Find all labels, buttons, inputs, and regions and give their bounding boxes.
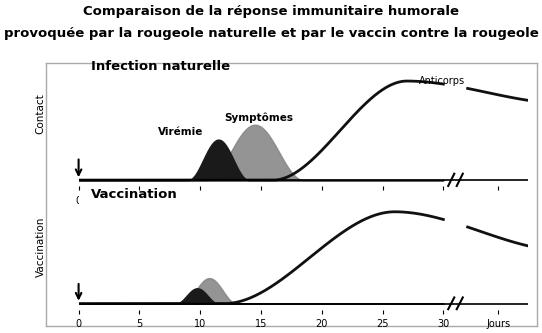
Text: Vaccination: Vaccination — [91, 187, 177, 200]
Text: Infection naturelle: Infection naturelle — [91, 60, 230, 73]
Text: Vaccination: Vaccination — [36, 216, 46, 277]
Text: provoquée par la rougeole naturelle et par le vaccin contre la rougeole: provoquée par la rougeole naturelle et p… — [4, 27, 538, 40]
Text: Contact: Contact — [36, 93, 46, 134]
Text: Symptômes: Symptômes — [224, 112, 293, 123]
Text: Anticorps: Anticorps — [419, 76, 465, 86]
Text: Comparaison de la réponse immunitaire humorale: Comparaison de la réponse immunitaire hu… — [83, 5, 459, 18]
Text: Virémie: Virémie — [158, 128, 203, 138]
